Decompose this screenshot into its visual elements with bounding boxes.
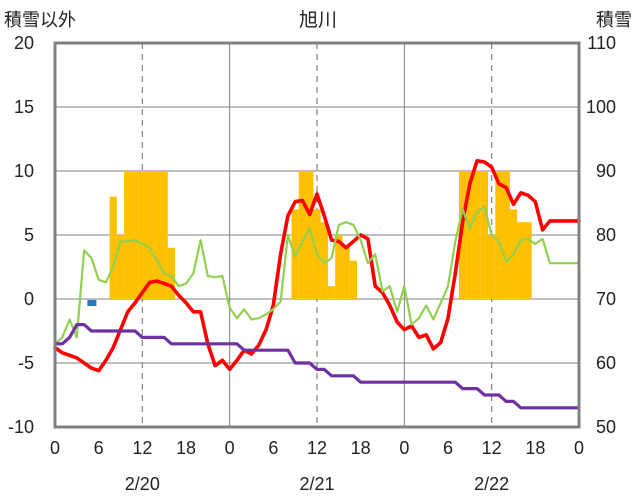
x-tick-label: 18 [176, 438, 196, 458]
bar [109, 196, 117, 299]
x-tick-label: 6 [94, 438, 104, 458]
bar [306, 171, 314, 299]
date-label: 2/22 [474, 474, 509, 494]
y-right-tick-label: 100 [586, 97, 616, 117]
y-left-tick-label: 10 [14, 161, 34, 181]
bar [145, 171, 154, 299]
bar [298, 171, 307, 299]
bar [131, 171, 139, 299]
bar [124, 171, 132, 299]
bar [517, 222, 525, 299]
bar [473, 171, 481, 299]
x-tick-label: 18 [351, 438, 371, 458]
bar [327, 286, 336, 299]
bar [138, 171, 146, 299]
x-tick-label: 0 [225, 438, 235, 458]
x-tick-label: 12 [482, 438, 502, 458]
bar [524, 222, 532, 299]
y-right-tick-label: 110 [587, 33, 616, 53]
x-tick-label: 18 [525, 438, 545, 458]
x-tick-label: 12 [132, 438, 152, 458]
y-right-tick-label: 60 [596, 353, 616, 373]
y-right-tick-label: 50 [596, 417, 616, 437]
series-line-3 [53, 323, 581, 410]
series-line-2 [53, 205, 581, 345]
series-line-1 [53, 159, 581, 373]
blue-marker [87, 300, 97, 306]
bar [502, 171, 510, 299]
bar [488, 235, 496, 299]
y-axis-left-label: 積雪以外 [4, 10, 76, 31]
x-tick-label: 6 [443, 438, 453, 458]
bar [342, 247, 350, 299]
date-label: 2/20 [125, 474, 160, 494]
plot-frame [53, 41, 581, 429]
x-tick-label: 0 [574, 438, 584, 458]
bar [160, 171, 168, 299]
bar [466, 171, 474, 299]
x-tick-label: 6 [268, 438, 278, 458]
y-left-tick-label: 15 [14, 97, 34, 117]
bar [349, 260, 358, 299]
bar [320, 222, 328, 299]
y-left-tick-label: -10 [8, 417, 34, 437]
bar [480, 171, 489, 299]
y-left-tick-label: 20 [14, 33, 34, 53]
x-tick-label: 0 [50, 438, 60, 458]
bar [495, 171, 503, 299]
bar [167, 247, 176, 299]
chart-title: 旭川 [299, 9, 337, 31]
x-tick-label: 12 [307, 438, 327, 458]
y-axis-right-label: 積雪 [596, 10, 632, 31]
date-label: 2/21 [299, 474, 334, 494]
y-right-tick-label: 70 [596, 289, 616, 309]
bar [116, 235, 125, 299]
y-right-tick-label: 90 [596, 161, 616, 181]
bar [153, 171, 161, 299]
x-tick-label: 0 [399, 438, 409, 458]
bar [335, 235, 343, 299]
y-right-tick-label: 80 [596, 225, 616, 245]
y-left-tick-label: 5 [24, 225, 34, 245]
y-left-tick-label: 0 [24, 289, 34, 309]
y-left-tick-label: -5 [18, 353, 34, 373]
